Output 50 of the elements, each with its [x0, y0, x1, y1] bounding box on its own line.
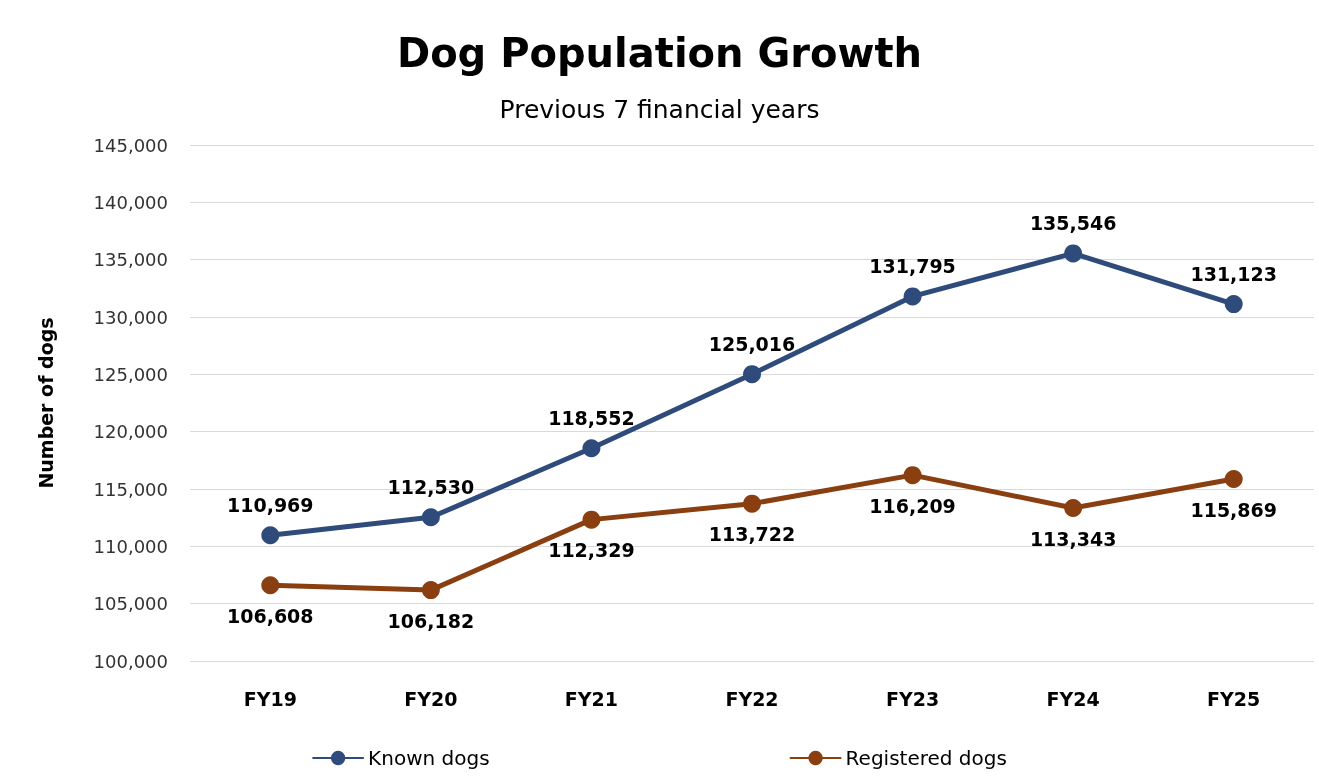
y-tick-label: 140,000	[93, 191, 168, 213]
data-label: 131,123	[1190, 262, 1277, 285]
y-tick-label: 135,000	[93, 249, 168, 271]
point	[743, 494, 761, 513]
y-tick-label: 105,000	[93, 593, 168, 615]
data-label: 112,329	[548, 539, 635, 562]
y-axis-title: Number of dogs	[34, 317, 57, 489]
chart-subtitle: Previous 7 financial years	[499, 95, 820, 124]
point	[903, 287, 922, 306]
point	[1064, 499, 1083, 517]
y-tick-label: 120,000	[93, 421, 168, 443]
point	[903, 466, 922, 485]
chart-title: Dog Population Growth	[396, 30, 923, 76]
point	[421, 581, 440, 600]
point	[1064, 244, 1083, 263]
point	[1224, 470, 1243, 489]
point	[421, 508, 440, 527]
data-label: 116,209	[869, 494, 956, 517]
point	[582, 439, 601, 458]
data-label: 131,795	[869, 254, 956, 277]
legend-label: Known dogs	[368, 746, 490, 770]
data-label: 118,552	[548, 406, 635, 429]
data-label: 106,182	[387, 609, 475, 632]
point	[582, 510, 601, 529]
x-tick-label: FY19	[243, 687, 297, 710]
x-tick-label: FY24	[1046, 687, 1100, 710]
point	[261, 526, 280, 545]
y-tick-label: 110,000	[93, 535, 168, 557]
data-label: 112,530	[387, 475, 475, 498]
point	[743, 365, 761, 384]
x-tick-label: FY22	[725, 687, 779, 710]
point	[1224, 295, 1243, 314]
x-tick-label: FY20	[404, 687, 458, 710]
data-label: 135,546	[1029, 211, 1117, 234]
point	[261, 576, 280, 595]
y-tick-label: 125,000	[93, 363, 168, 385]
data-label: 115,869	[1190, 498, 1277, 521]
y-tick-label: 145,000	[93, 134, 168, 156]
legend-label: Registered dogs	[845, 746, 1007, 770]
data-label: 113,343	[1029, 527, 1117, 550]
data-label: 125,016	[708, 332, 796, 355]
data-label: 110,969	[227, 493, 314, 516]
data-label: 113,722	[708, 523, 796, 546]
y-tick-label: 100,000	[93, 650, 168, 672]
y-tick-label: 115,000	[93, 478, 168, 500]
x-tick-label: FY25	[1207, 687, 1261, 710]
y-tick-label: 130,000	[93, 306, 168, 328]
x-tick-label: FY21	[564, 687, 619, 710]
data-label: 106,608	[227, 604, 314, 627]
x-tick-label: FY23	[885, 687, 940, 710]
